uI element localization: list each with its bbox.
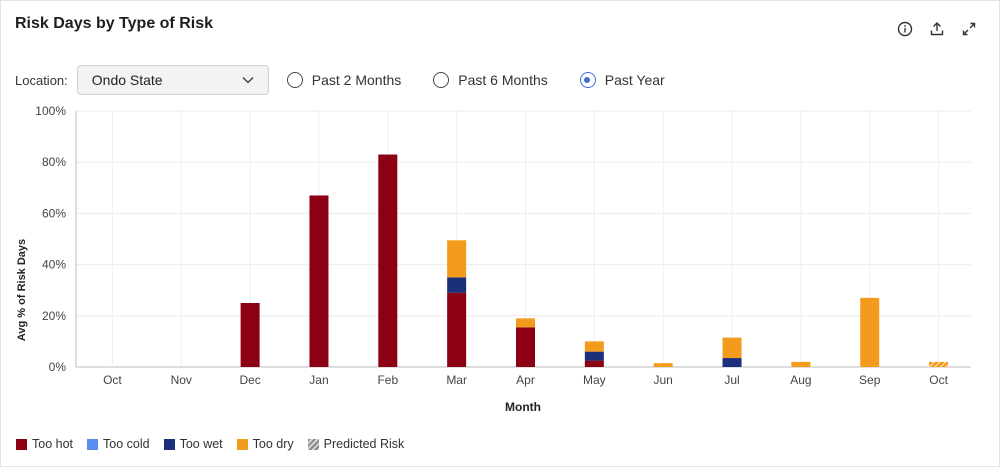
info-icon[interactable] [895, 19, 915, 39]
legend-label: Too hot [32, 437, 74, 451]
y-tick-label: 60% [42, 206, 66, 220]
x-axis-label: Month [505, 400, 541, 414]
chart-legend: Too hot Too cold Too wet Too dry Predict… [16, 437, 404, 451]
expand-icon[interactable] [959, 19, 979, 39]
legend-swatch [16, 438, 27, 450]
x-tick-label: Jun [654, 373, 673, 387]
y-tick-label: 40% [42, 258, 66, 272]
location-value: Ondo State [91, 72, 163, 88]
legend-swatch [163, 438, 175, 450]
x-tick-label: Apr [516, 373, 535, 387]
export-icon[interactable] [927, 19, 947, 39]
bar-segment-too-wet[interactable] [584, 351, 604, 361]
bar-segment-too-wet[interactable] [447, 277, 467, 293]
period-past-2-months[interactable]: Past 2 Months [286, 72, 402, 88]
legend-item-too-wet[interactable]: Too wet [163, 437, 223, 451]
x-tick-label: Nov [171, 373, 192, 387]
bar-segment-too-hot[interactable] [447, 292, 467, 367]
bar-segment-too-dry[interactable] [516, 318, 535, 328]
bar-segment-too-hot[interactable] [378, 154, 398, 367]
chart-title: Risk Days by Type of Risk [15, 15, 213, 32]
legend-item-predicted-risk[interactable]: Predicted Risk [307, 437, 405, 451]
x-tick-label: May [583, 373, 606, 387]
radio-button[interactable] [286, 72, 303, 88]
stacked-bar-chart: 0% 20% 40% 60% 80% 100% Oct Nov Dec Jan Feb Mar Apr… [16, 104, 971, 414]
x-tick-label: Jul [724, 373, 739, 387]
period-past-6-months[interactable]: Past 6 Months [433, 72, 548, 88]
location-select[interactable]: Ondo State [76, 65, 269, 95]
radio-button-selected[interactable] [579, 72, 596, 88]
x-tick-label: Mar [446, 373, 467, 387]
bar-segment-too-dry[interactable] [929, 361, 949, 367]
radio-label: Past 6 Months [458, 72, 548, 88]
x-tick-label: Oct [103, 373, 122, 387]
y-tick-label: 0% [49, 360, 67, 374]
legend-swatch [87, 438, 99, 450]
x-tick-label: Aug [790, 373, 811, 387]
legend-item-too-dry[interactable]: Too dry [236, 437, 294, 451]
toolbar [895, 19, 979, 39]
x-tick-label: Jan [309, 373, 328, 387]
bar-segment-too-dry[interactable] [653, 363, 673, 367]
x-tick-label: Oct [929, 373, 948, 387]
legend-item-too-cold[interactable]: Too cold [87, 437, 150, 451]
period-past-year[interactable]: Past Year [579, 72, 665, 88]
legend-label: Too wet [179, 437, 223, 451]
bar-segment-too-dry[interactable] [447, 240, 467, 278]
bar-segment-too-hot[interactable] [309, 195, 329, 367]
legend-swatch [236, 438, 248, 450]
bar-segment-too-dry[interactable] [860, 297, 880, 367]
bar-segment-too-hot[interactable] [240, 303, 260, 367]
bar-segment-too-hot[interactable] [516, 327, 535, 367]
legend-swatch-hatched [307, 438, 319, 450]
legend-label: Too cold [103, 437, 150, 451]
y-axis-label: Avg % of Risk Days [16, 239, 28, 341]
legend-item-too-hot[interactable]: Too hot [16, 437, 73, 451]
chevron-down-icon [242, 71, 254, 89]
x-tick-label: Sep [859, 373, 881, 387]
legend-label: Predicted Risk [323, 437, 405, 451]
bar-segment-too-dry[interactable] [791, 361, 811, 367]
y-tick-label: 80% [42, 155, 66, 169]
bar-segment-too-wet[interactable] [722, 358, 742, 367]
filter-controls: Location: Ondo State Past 2 Months Past … [15, 65, 665, 95]
x-tick-label: Dec [239, 373, 260, 387]
radio-label: Past 2 Months [311, 72, 402, 88]
y-tick-label: 20% [42, 309, 66, 323]
radio-button[interactable] [433, 72, 450, 88]
bar-segment-too-dry[interactable] [722, 337, 742, 359]
legend-label: Too dry [252, 437, 294, 451]
bar-segment-too-dry[interactable] [584, 341, 604, 352]
bar-segment-too-hot[interactable] [584, 360, 604, 367]
radio-label: Past Year [604, 72, 665, 88]
location-label: Location: [15, 72, 68, 88]
x-tick-label: Feb [377, 373, 398, 387]
y-tick-label: 100% [35, 104, 66, 118]
